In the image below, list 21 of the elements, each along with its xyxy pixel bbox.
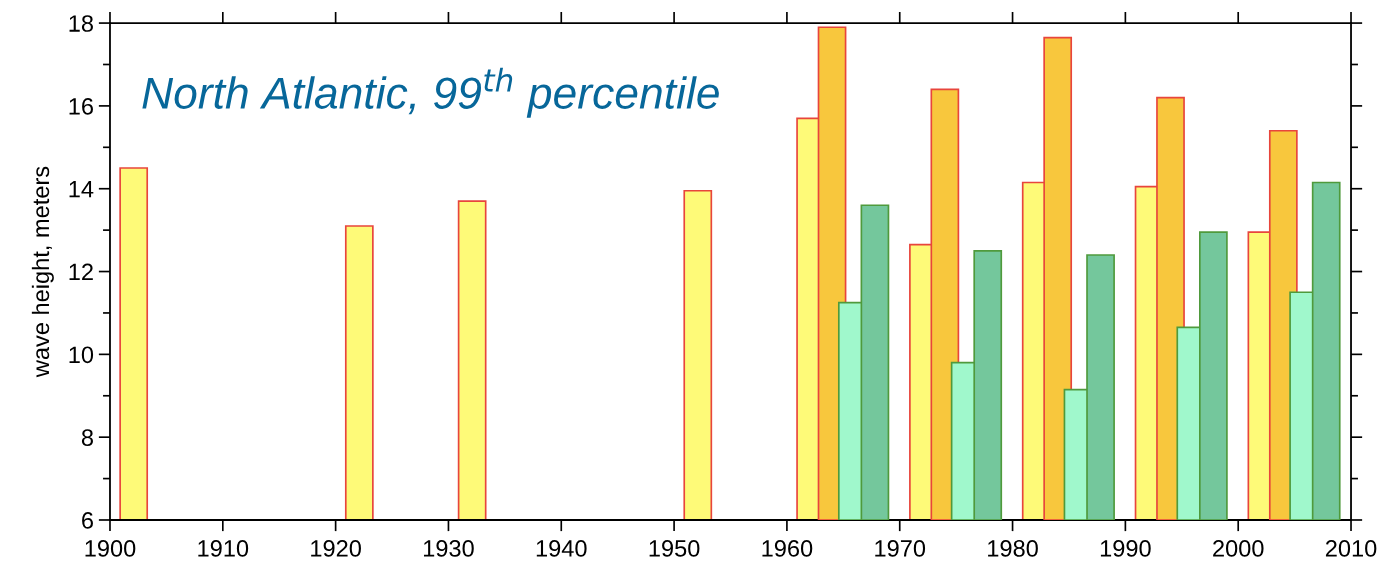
text: North Atlantic, 99$^{th}$ percentile <box>142 67 719 118</box>
x-tick-label: 1930 <box>423 540 474 557</box>
y-tick-label: 18 <box>69 15 93 32</box>
x-tick-label: 1960 <box>762 540 813 557</box>
y-tick-label: 10 <box>69 346 94 364</box>
y-tick-label: 16 <box>69 97 93 115</box>
x-tick-label: 1990 <box>1100 540 1151 557</box>
x-tick-label: 1950 <box>649 540 700 557</box>
y-tick-label: 6 <box>82 512 93 529</box>
y-tick-label: 14 <box>69 181 94 198</box>
x-tick-label: 1970 <box>875 540 926 557</box>
y-tick-label: 12 <box>69 263 93 281</box>
x-tick-label: 1920 <box>311 540 361 557</box>
y-tick-label: 8 <box>81 429 93 446</box>
y-axis-title: wave height, meters <box>31 166 54 378</box>
x-tick-label: 1980 <box>988 540 1038 557</box>
x-tick-label: 1900 <box>85 540 136 557</box>
x-tick-label: 1910 <box>198 540 249 557</box>
x-tick-label: 1940 <box>536 540 587 557</box>
x-tick-label: 2010 <box>1325 540 1377 557</box>
x-tick-label: 2000 <box>1213 540 1264 557</box>
